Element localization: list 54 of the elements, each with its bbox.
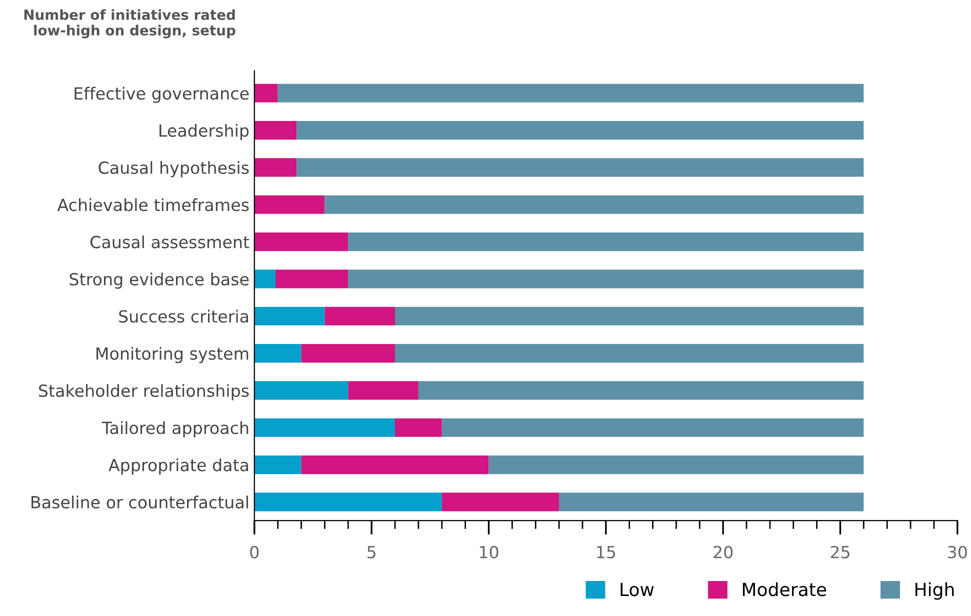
bar — [254, 84, 278, 102]
bar — [254, 381, 348, 400]
bar — [324, 195, 864, 214]
legend-label: Low — [620, 582, 654, 596]
x-tick-label: 30 — [948, 546, 967, 558]
bar — [296, 121, 864, 140]
x-tick-label: 25 — [830, 546, 850, 558]
bar — [301, 455, 489, 474]
bar — [559, 492, 864, 512]
bar — [254, 455, 302, 474]
y-tick-label: Appropriate data — [108, 458, 248, 475]
bar — [301, 344, 396, 363]
x-tick-label: 15 — [597, 546, 616, 558]
text: Number of initiatives rated low-high on design, setup — [24, 9, 236, 38]
y-tick-label: Monitoring system — [96, 346, 248, 364]
x-tick-label: 0 — [250, 546, 259, 558]
bar — [395, 344, 864, 363]
bar — [254, 158, 297, 177]
y-tick-label: Success criteria — [119, 310, 248, 323]
y-tick-label: Causal assessment — [90, 235, 250, 248]
bar — [395, 418, 442, 437]
bar — [296, 158, 864, 177]
x-tick-label: 5 — [368, 546, 376, 558]
bar — [254, 344, 302, 363]
bar — [254, 306, 325, 326]
legend-label: High — [915, 582, 954, 600]
y-tick-label: Strong evidence base — [70, 272, 249, 289]
y-tick-label: Tailored approach — [102, 421, 248, 438]
bar — [348, 381, 418, 400]
bar — [395, 306, 864, 326]
x-tick-label: 10 — [480, 546, 498, 558]
legend-label: Moderate — [742, 582, 826, 596]
bar — [324, 306, 396, 326]
y-tick-label: Stakeholder relationships — [38, 384, 249, 400]
bar — [442, 418, 864, 437]
y-tick-label: Causal hypothesis — [98, 161, 249, 178]
y-tick-label: Leadership — [160, 124, 249, 140]
bar — [418, 381, 864, 400]
bar — [254, 270, 276, 288]
bar — [254, 195, 325, 214]
bar — [254, 232, 348, 252]
bar — [442, 492, 560, 512]
bar — [254, 121, 297, 140]
y-tick-label: Baseline or counterfactual — [32, 496, 248, 509]
y-tick-label: Achievable timeframes — [57, 198, 249, 212]
bar — [348, 270, 864, 288]
bar — [254, 492, 442, 512]
bar — [488, 455, 864, 474]
bar — [348, 232, 864, 252]
bar — [278, 84, 864, 102]
y-tick-label: Effective governance — [74, 86, 249, 103]
bar — [254, 418, 396, 437]
x-tick-label: 20 — [714, 546, 733, 558]
bar — [275, 270, 348, 288]
